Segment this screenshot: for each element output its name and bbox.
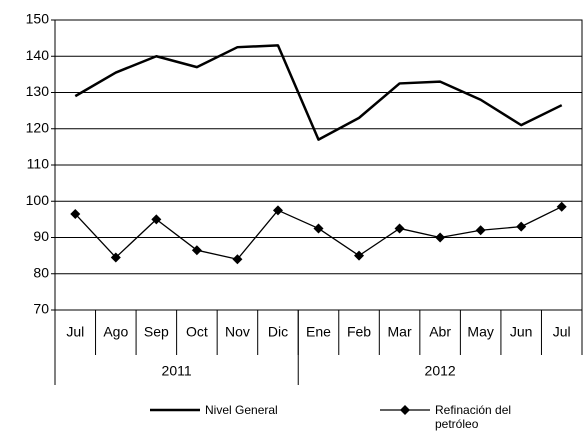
- x-tick-label: Jun: [510, 324, 533, 340]
- y-tick-label: 130: [26, 83, 50, 99]
- y-tick-label: 150: [26, 11, 50, 27]
- x-tick-label: Mar: [388, 324, 412, 340]
- point-marker: [516, 221, 527, 232]
- point-marker: [110, 252, 121, 263]
- x-tick-label: Abr: [429, 324, 451, 340]
- y-tick-label: 70: [33, 301, 49, 317]
- point-marker: [435, 232, 446, 243]
- legend-marker: [400, 405, 410, 415]
- y-tick-label: 90: [33, 228, 49, 244]
- x-tick-label: Ago: [103, 324, 128, 340]
- plot-border: [54, 19, 583, 311]
- series-line: [74, 44, 563, 141]
- x-tick-label: Nov: [225, 324, 250, 340]
- x-tick-label: Ene: [306, 324, 331, 340]
- legend-label: Nivel General: [205, 403, 278, 417]
- point-marker: [475, 225, 486, 236]
- point-marker: [151, 214, 162, 225]
- legend-label: Refinación del petróleo: [435, 403, 512, 431]
- x-tick-label: Jul: [553, 324, 571, 340]
- group-label: 2011: [162, 363, 192, 379]
- point-marker: [272, 205, 283, 216]
- x-tick-label: Sep: [144, 324, 169, 340]
- y-tick-label: 140: [26, 47, 50, 63]
- x-tick-label: May: [467, 324, 493, 340]
- group-label: 2012: [425, 363, 456, 379]
- x-tick-label: Dic: [268, 324, 288, 340]
- y-tick-label: 80: [33, 264, 49, 280]
- point-marker: [313, 223, 324, 234]
- y-tick-label: 110: [27, 156, 50, 172]
- point-marker: [394, 223, 405, 234]
- y-tick-label: 120: [26, 119, 50, 135]
- y-tick-label: 100: [26, 192, 50, 208]
- x-tick-label: Jul: [66, 324, 84, 340]
- point-marker: [191, 245, 202, 256]
- x-tick-label: Oct: [186, 324, 208, 340]
- point-marker: [556, 201, 567, 212]
- point-marker: [232, 254, 243, 265]
- point-marker: [354, 250, 365, 261]
- x-tick-label: Feb: [347, 324, 371, 340]
- point-marker: [70, 208, 81, 219]
